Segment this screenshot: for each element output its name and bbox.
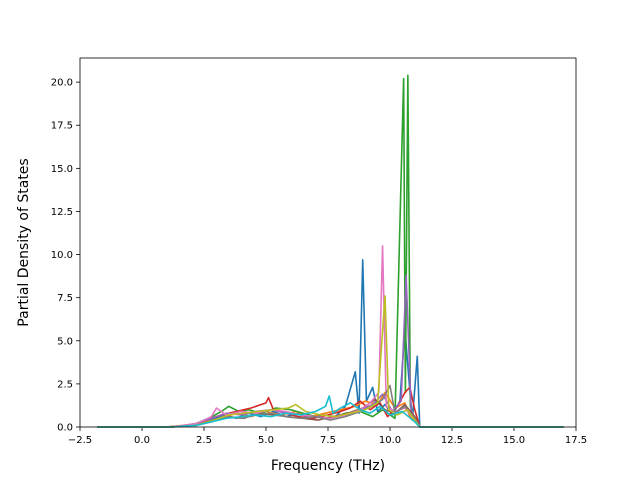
y-tick-label: 12.5 xyxy=(51,207,73,218)
y-tick-label: 7.5 xyxy=(57,293,73,304)
x-tick-label: 5.0 xyxy=(258,435,274,446)
series-line-10 xyxy=(97,395,564,428)
series-line-8 xyxy=(97,384,564,428)
series-line-7 xyxy=(97,245,564,428)
x-tick-label: −2.5 xyxy=(68,435,92,446)
y-tick-label: 15.0 xyxy=(51,164,73,175)
y-tick-label: 20.0 xyxy=(51,78,73,89)
y-axis-label: Partial Density of States xyxy=(16,158,32,326)
x-axis-label: Frequency (THz) xyxy=(271,458,385,474)
series-line-4 xyxy=(97,386,564,428)
x-tick-label: 17.5 xyxy=(565,435,587,446)
y-tick-label: 10.0 xyxy=(51,250,73,261)
x-tick-label: 10.0 xyxy=(379,435,401,446)
x-tick-label: 7.5 xyxy=(320,435,336,446)
y-tick-label: 2.5 xyxy=(57,379,73,390)
axes-frame xyxy=(79,57,577,428)
y-tick-label: 5.0 xyxy=(57,336,73,347)
y-tick-label: 17.5 xyxy=(51,121,73,132)
series-line-2 xyxy=(97,391,564,428)
tick-layer: −2.5 0.0 2.5 5.0 7.5 10.0 12.5 15.0 17.50.02.55.… xyxy=(51,78,587,446)
x-tick-label: 12.5 xyxy=(441,435,463,446)
y-tick-label: 0.0 xyxy=(57,423,73,434)
x-tick-label: 0.0 xyxy=(134,435,150,446)
series-line-9 xyxy=(97,295,564,428)
series-line-3 xyxy=(97,74,564,428)
x-tick-label: 2.5 xyxy=(196,435,212,446)
x-tick-label: 15.0 xyxy=(503,435,525,446)
plot-area xyxy=(97,74,564,428)
